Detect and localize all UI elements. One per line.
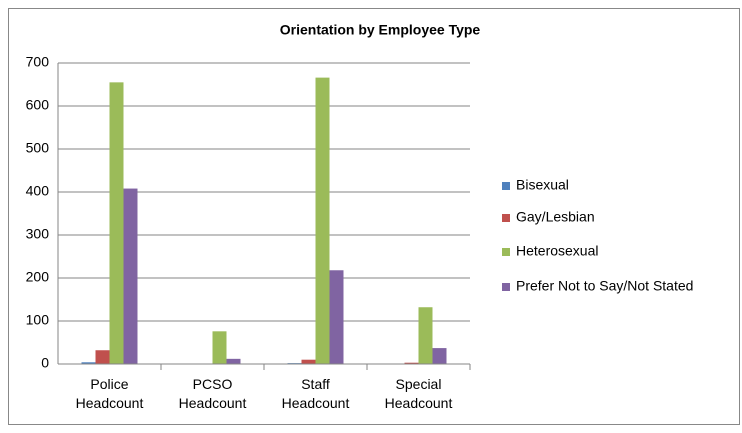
chart-title: Orientation by Employee Type [280, 22, 481, 38]
bar [212, 331, 227, 364]
y-tick-label: 400 [26, 183, 50, 199]
x-tick-label: Special Headcount [384, 376, 453, 411]
bar [123, 188, 138, 364]
x-tick-label: Police Headcount [75, 376, 144, 411]
x-tick-label: Staff Headcount [281, 376, 350, 411]
legend-label: Gay/Lesbian [516, 209, 595, 225]
legend-swatch [502, 182, 510, 190]
legend-swatch [502, 283, 510, 291]
bar [404, 362, 419, 364]
y-tick-label: 600 [26, 97, 50, 113]
legend-label: Bisexual [516, 177, 569, 193]
legend-swatch [502, 214, 510, 222]
bar [109, 82, 124, 364]
bar [418, 307, 433, 364]
bar [432, 348, 447, 364]
y-tick-label: 700 [26, 54, 50, 70]
y-tick-label: 200 [26, 269, 50, 285]
bar [81, 362, 96, 364]
y-tick-label: 100 [26, 312, 50, 328]
x-tick-label: PCSO Headcount [178, 376, 247, 411]
bar [329, 270, 344, 364]
bar [315, 77, 330, 365]
bar [226, 358, 241, 364]
bar [95, 350, 110, 364]
legend-swatch [502, 248, 510, 256]
legend-label: Prefer Not to Say/Not Stated [516, 278, 693, 294]
bar [301, 359, 316, 364]
y-tick-label: 300 [26, 226, 50, 242]
y-tick-label: 500 [26, 140, 50, 156]
legend-label: Heterosexual [516, 243, 599, 259]
y-tick-label: 0 [41, 355, 49, 371]
